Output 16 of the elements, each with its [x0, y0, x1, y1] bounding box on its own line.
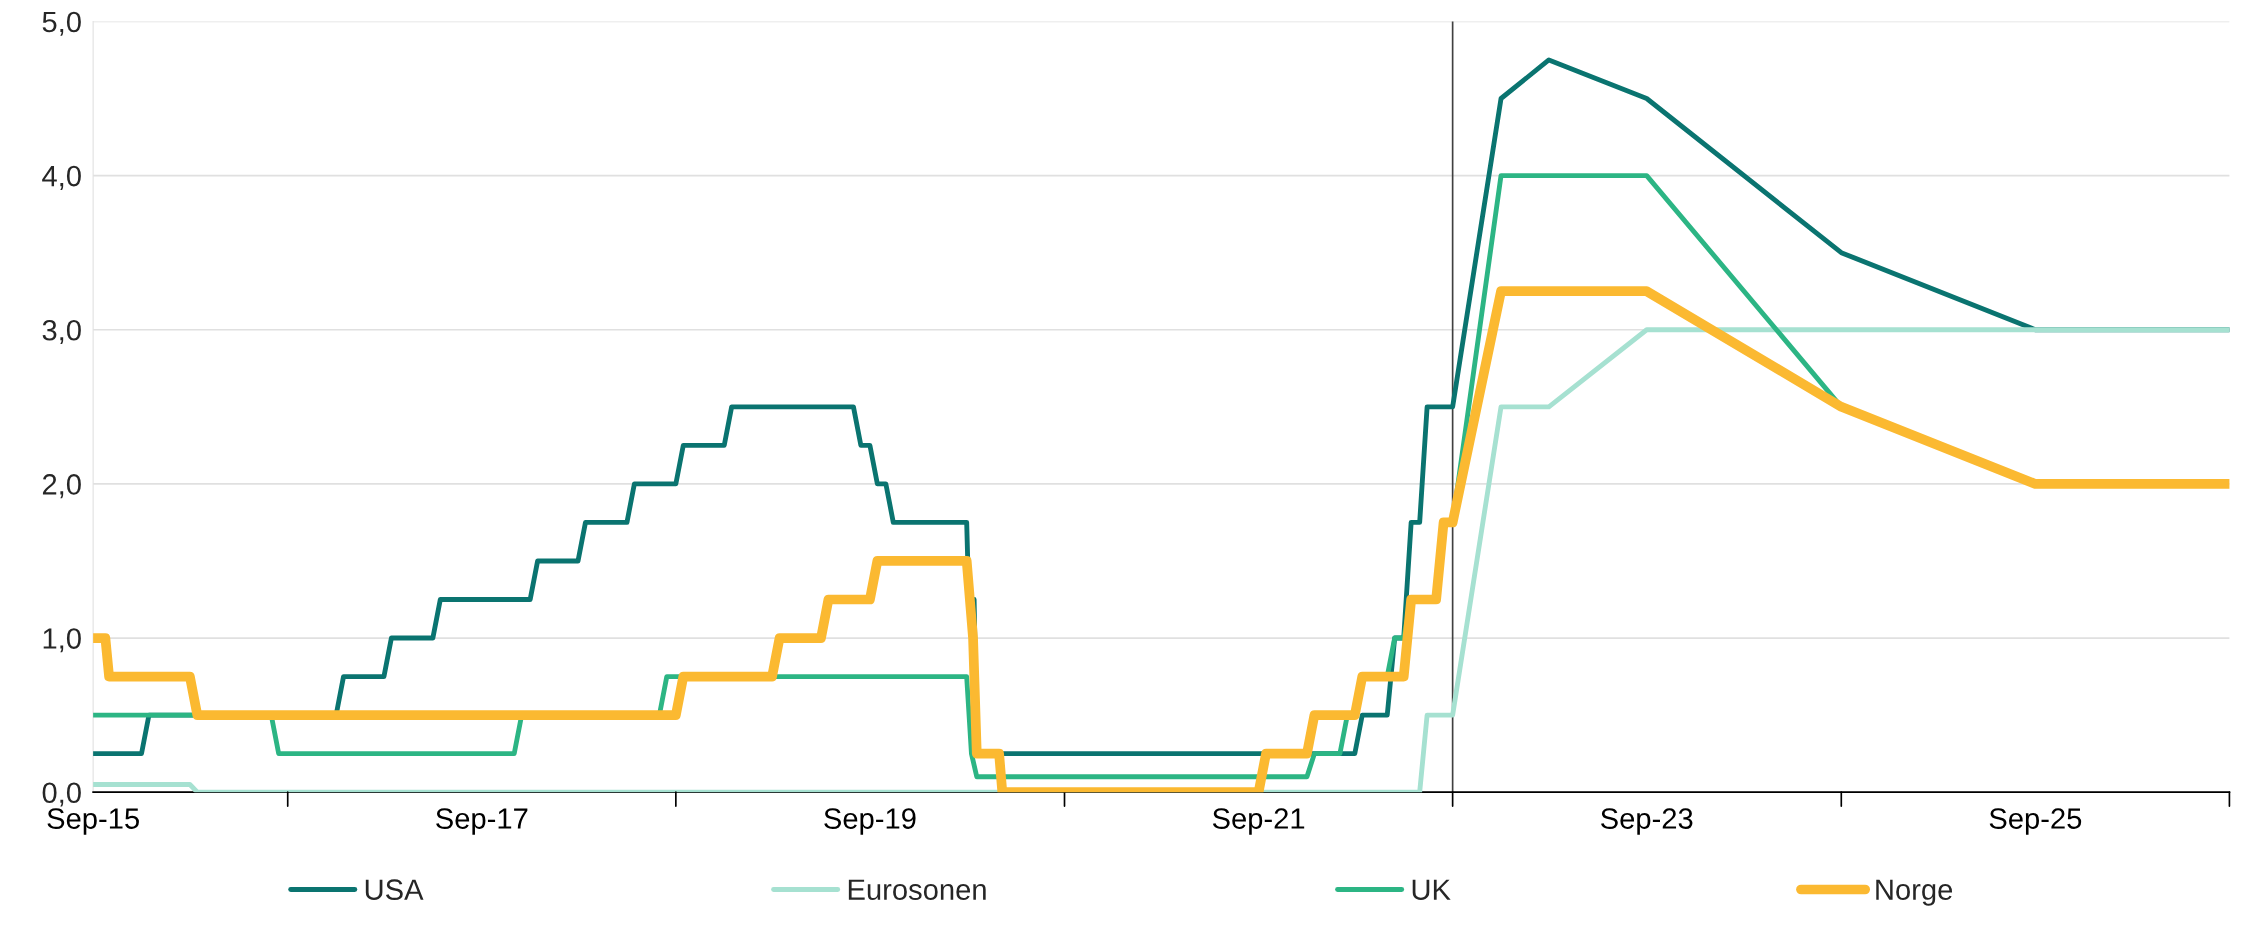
y-tick-label: 5,0: [42, 11, 81, 36]
x-tick-label: Sep-19: [824, 808, 916, 835]
x-tick-label: Sep-21: [1212, 808, 1305, 835]
legend-label: UK: [1412, 879, 1451, 900]
x-tick-label: Sep-17: [436, 808, 528, 835]
y-tick-label: 1,0: [43, 628, 81, 653]
legend-label: Norge: [1876, 879, 1953, 906]
legend-label: Eurosonen: [848, 879, 986, 900]
y-tick-label: 4,0: [42, 165, 81, 190]
y-tick-label: 0,0: [42, 782, 81, 807]
y-tick-label: 3,0: [42, 319, 81, 345]
x-tick-label: Sep-25: [1989, 808, 2082, 835]
x-tick-label: Sep-23: [1601, 808, 1693, 835]
y-tick-label: 2,0: [42, 474, 81, 499]
x-tick-label: Sep-15: [47, 808, 139, 835]
legend-label: USA: [365, 879, 424, 900]
